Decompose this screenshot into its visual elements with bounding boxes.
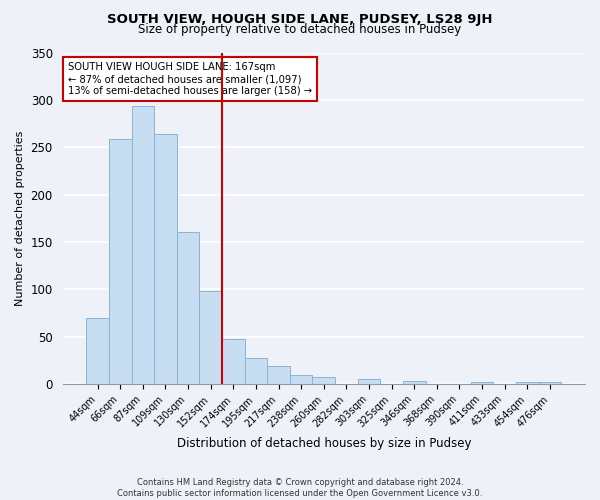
Y-axis label: Number of detached properties: Number of detached properties — [15, 130, 25, 306]
Bar — [539, 382, 561, 384]
Bar — [177, 232, 199, 384]
Bar — [131, 106, 154, 384]
Text: SOUTH VIEW HOUGH SIDE LANE: 167sqm
← 87% of detached houses are smaller (1,097)
: SOUTH VIEW HOUGH SIDE LANE: 167sqm ← 87%… — [68, 62, 312, 96]
Text: SOUTH VIEW, HOUGH SIDE LANE, PUDSEY, LS28 9JH: SOUTH VIEW, HOUGH SIDE LANE, PUDSEY, LS2… — [107, 12, 493, 26]
Bar — [222, 338, 245, 384]
Bar — [313, 378, 335, 384]
Bar — [245, 358, 267, 384]
Text: Size of property relative to detached houses in Pudsey: Size of property relative to detached ho… — [139, 22, 461, 36]
X-axis label: Distribution of detached houses by size in Pudsey: Distribution of detached houses by size … — [176, 437, 471, 450]
Bar — [358, 380, 380, 384]
Bar — [267, 366, 290, 384]
Bar — [154, 134, 177, 384]
Bar — [109, 138, 131, 384]
Bar — [403, 381, 425, 384]
Bar — [199, 291, 222, 384]
Bar — [86, 318, 109, 384]
Bar — [471, 382, 493, 384]
Text: Contains HM Land Registry data © Crown copyright and database right 2024.
Contai: Contains HM Land Registry data © Crown c… — [118, 478, 482, 498]
Bar — [516, 382, 539, 384]
Bar — [290, 374, 313, 384]
